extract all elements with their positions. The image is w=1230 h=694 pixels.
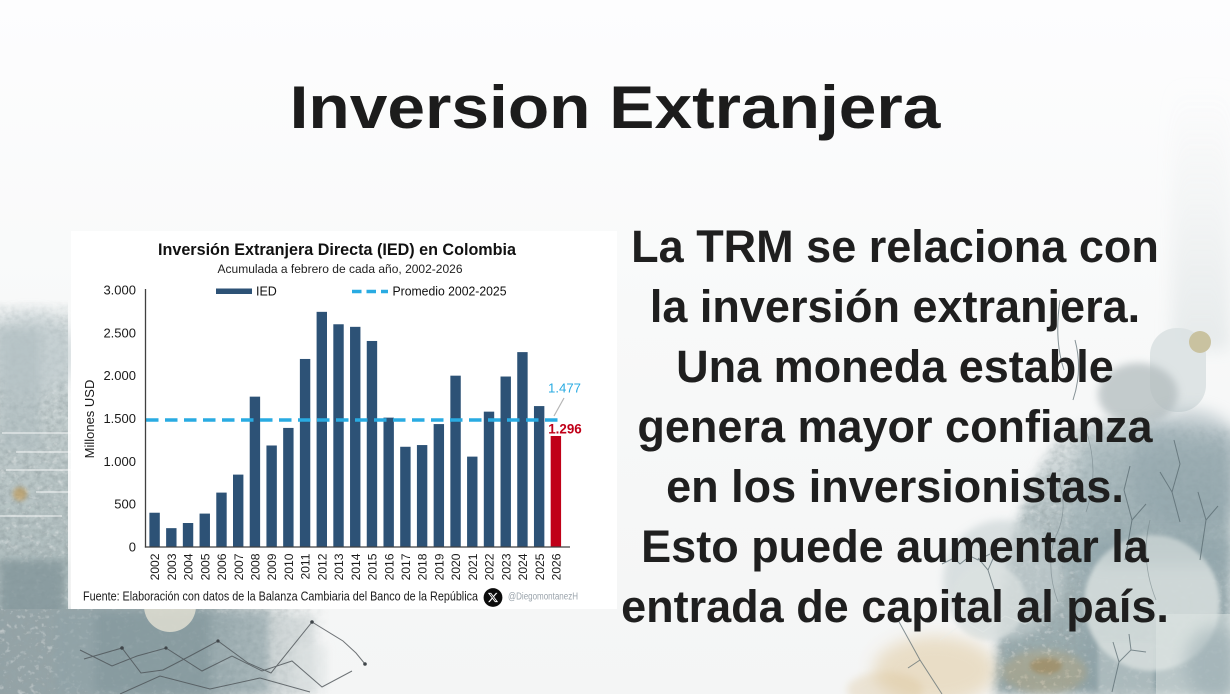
svg-text:@DiegomontanezH: @DiegomontanezH — [508, 592, 578, 603]
svg-text:2017: 2017 — [399, 553, 413, 580]
svg-text:2005: 2005 — [198, 553, 212, 580]
svg-text:2007: 2007 — [232, 553, 246, 580]
svg-text:2019: 2019 — [432, 553, 446, 580]
svg-text:2004: 2004 — [182, 553, 196, 580]
svg-text:2012: 2012 — [315, 553, 329, 580]
svg-text:2.500: 2.500 — [103, 325, 136, 340]
svg-text:1.000: 1.000 — [103, 454, 136, 469]
svg-text:Acumulada a febrero de cada añ: Acumulada a febrero de cada año, 2002-20… — [218, 262, 463, 276]
svg-text:2002: 2002 — [148, 553, 162, 580]
svg-text:2.000: 2.000 — [103, 368, 136, 383]
svg-text:2014: 2014 — [349, 553, 363, 580]
svg-text:2026: 2026 — [550, 553, 564, 580]
svg-text:2011: 2011 — [299, 553, 313, 579]
svg-text:2016: 2016 — [382, 553, 396, 580]
svg-text:2021: 2021 — [466, 553, 480, 580]
svg-text:2003: 2003 — [165, 553, 179, 580]
svg-text:0: 0 — [129, 540, 136, 555]
svg-text:3.000: 3.000 — [103, 283, 136, 298]
svg-text:2006: 2006 — [215, 553, 229, 580]
svg-text:2020: 2020 — [449, 553, 463, 580]
svg-text:Fuente: Elaboración con datos: Fuente: Elaboración con datos de la Bala… — [83, 590, 478, 604]
svg-text:2023: 2023 — [499, 553, 513, 580]
svg-text:2015: 2015 — [366, 553, 380, 580]
svg-text:Millones USD: Millones USD — [82, 380, 97, 459]
svg-text:Promedio 2002-2025: Promedio 2002-2025 — [393, 285, 507, 299]
svg-text:2024: 2024 — [516, 553, 530, 580]
svg-text:2009: 2009 — [265, 553, 279, 580]
svg-text:Inversión Extranjera Directa (: Inversión Extranjera Directa (IED) en Co… — [158, 240, 517, 259]
svg-text:2025: 2025 — [533, 553, 547, 580]
svg-text:2010: 2010 — [282, 553, 296, 580]
svg-text:500: 500 — [114, 497, 136, 512]
svg-text:2018: 2018 — [416, 553, 430, 580]
svg-text:1.477: 1.477 — [548, 381, 581, 396]
svg-text:2008: 2008 — [249, 553, 263, 580]
svg-text:IED: IED — [256, 285, 277, 299]
svg-text:1.296: 1.296 — [548, 422, 582, 437]
svg-text:2013: 2013 — [332, 553, 346, 580]
svg-text:2022: 2022 — [483, 553, 497, 580]
svg-text:1.500: 1.500 — [103, 411, 136, 426]
